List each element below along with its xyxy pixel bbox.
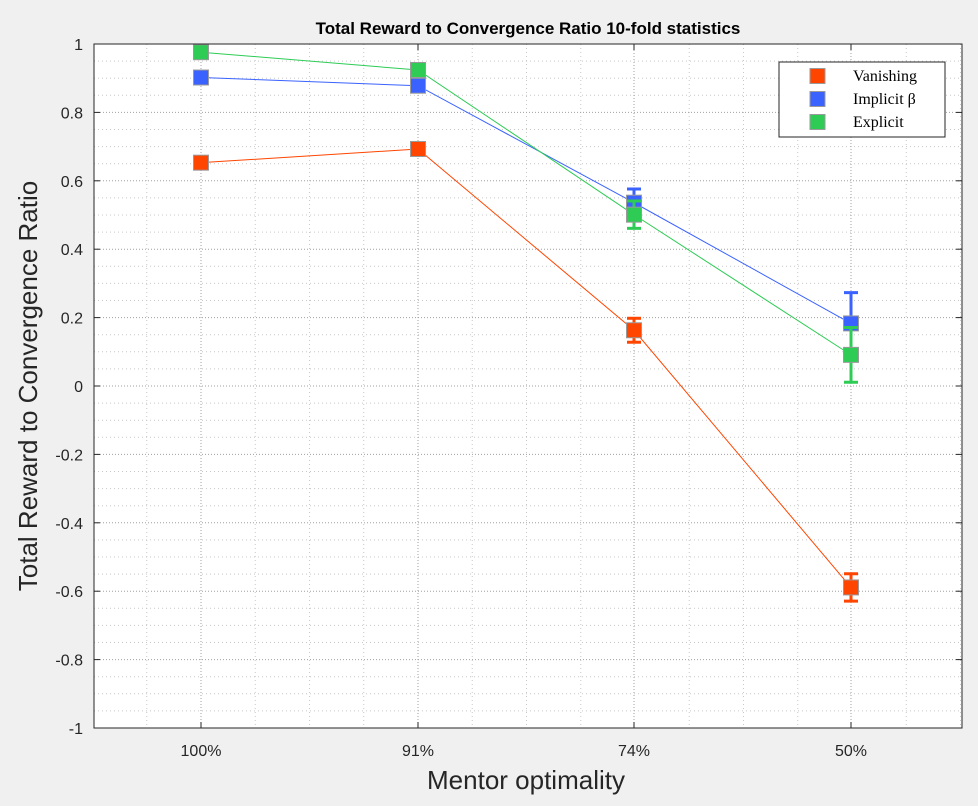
y-tick-label: -1 — [69, 721, 83, 738]
series-2 — [193, 44, 859, 384]
y-axis-title: Total Reward to Convergence Ratio — [13, 181, 43, 591]
series-layer — [193, 44, 859, 603]
legend-marker — [809, 68, 826, 84]
plot-area — [94, 44, 962, 728]
x-axis-ticks: 100% 91% 74% 50% — [181, 44, 867, 760]
x-tick-label: 74% — [618, 743, 650, 760]
chart-title: Total Reward to Convergence Ratio 10-fol… — [316, 19, 741, 38]
series-0 — [193, 140, 859, 603]
data-point — [193, 69, 209, 86]
legend-box — [778, 61, 946, 138]
data-point — [410, 61, 426, 78]
data-point — [626, 322, 642, 339]
x-tick-label: 91% — [402, 743, 434, 760]
y-tick-label: -0.2 — [55, 447, 83, 464]
series-line — [200, 148, 852, 588]
y-tick-label: -0.6 — [55, 584, 83, 601]
x-axis-title: Mentor optimality — [427, 765, 625, 795]
data-point — [193, 154, 209, 171]
plot-frame — [93, 43, 963, 729]
y-tick-label: 1 — [74, 37, 83, 54]
y-axis-ticks: 1 0.8 0.6 0.4 0.2 0 -0.2 -0.4 -0.6 -0.8 -1 — [55, 37, 962, 738]
data-point — [843, 346, 859, 363]
y-tick-label: 0.2 — [61, 311, 83, 328]
series-line — [200, 51, 852, 356]
x-tick-label: 100% — [181, 743, 222, 760]
legend-label: Explicit — [853, 114, 904, 131]
y-tick-label: 0 — [74, 379, 83, 396]
legend: Vanishing Implicit β Explicit — [778, 61, 946, 138]
data-point — [626, 206, 642, 223]
y-tick-label: 0.4 — [61, 242, 83, 259]
data-point — [410, 77, 426, 94]
legend-marker — [809, 114, 826, 130]
data-point — [193, 44, 209, 61]
y-tick-label: 0.8 — [61, 105, 83, 122]
y-tick-label: -0.8 — [55, 653, 83, 670]
series-line — [200, 77, 852, 324]
x-tick-label: 50% — [835, 743, 867, 760]
legend-marker — [809, 91, 826, 107]
y-tick-label: 0.6 — [61, 174, 83, 191]
legend-label: Vanishing — [853, 68, 917, 85]
minor-grid — [94, 44, 962, 728]
data-point — [410, 140, 426, 157]
legend-label: Implicit β — [853, 91, 916, 108]
y-tick-label: -0.4 — [55, 516, 83, 533]
data-point — [843, 579, 859, 596]
